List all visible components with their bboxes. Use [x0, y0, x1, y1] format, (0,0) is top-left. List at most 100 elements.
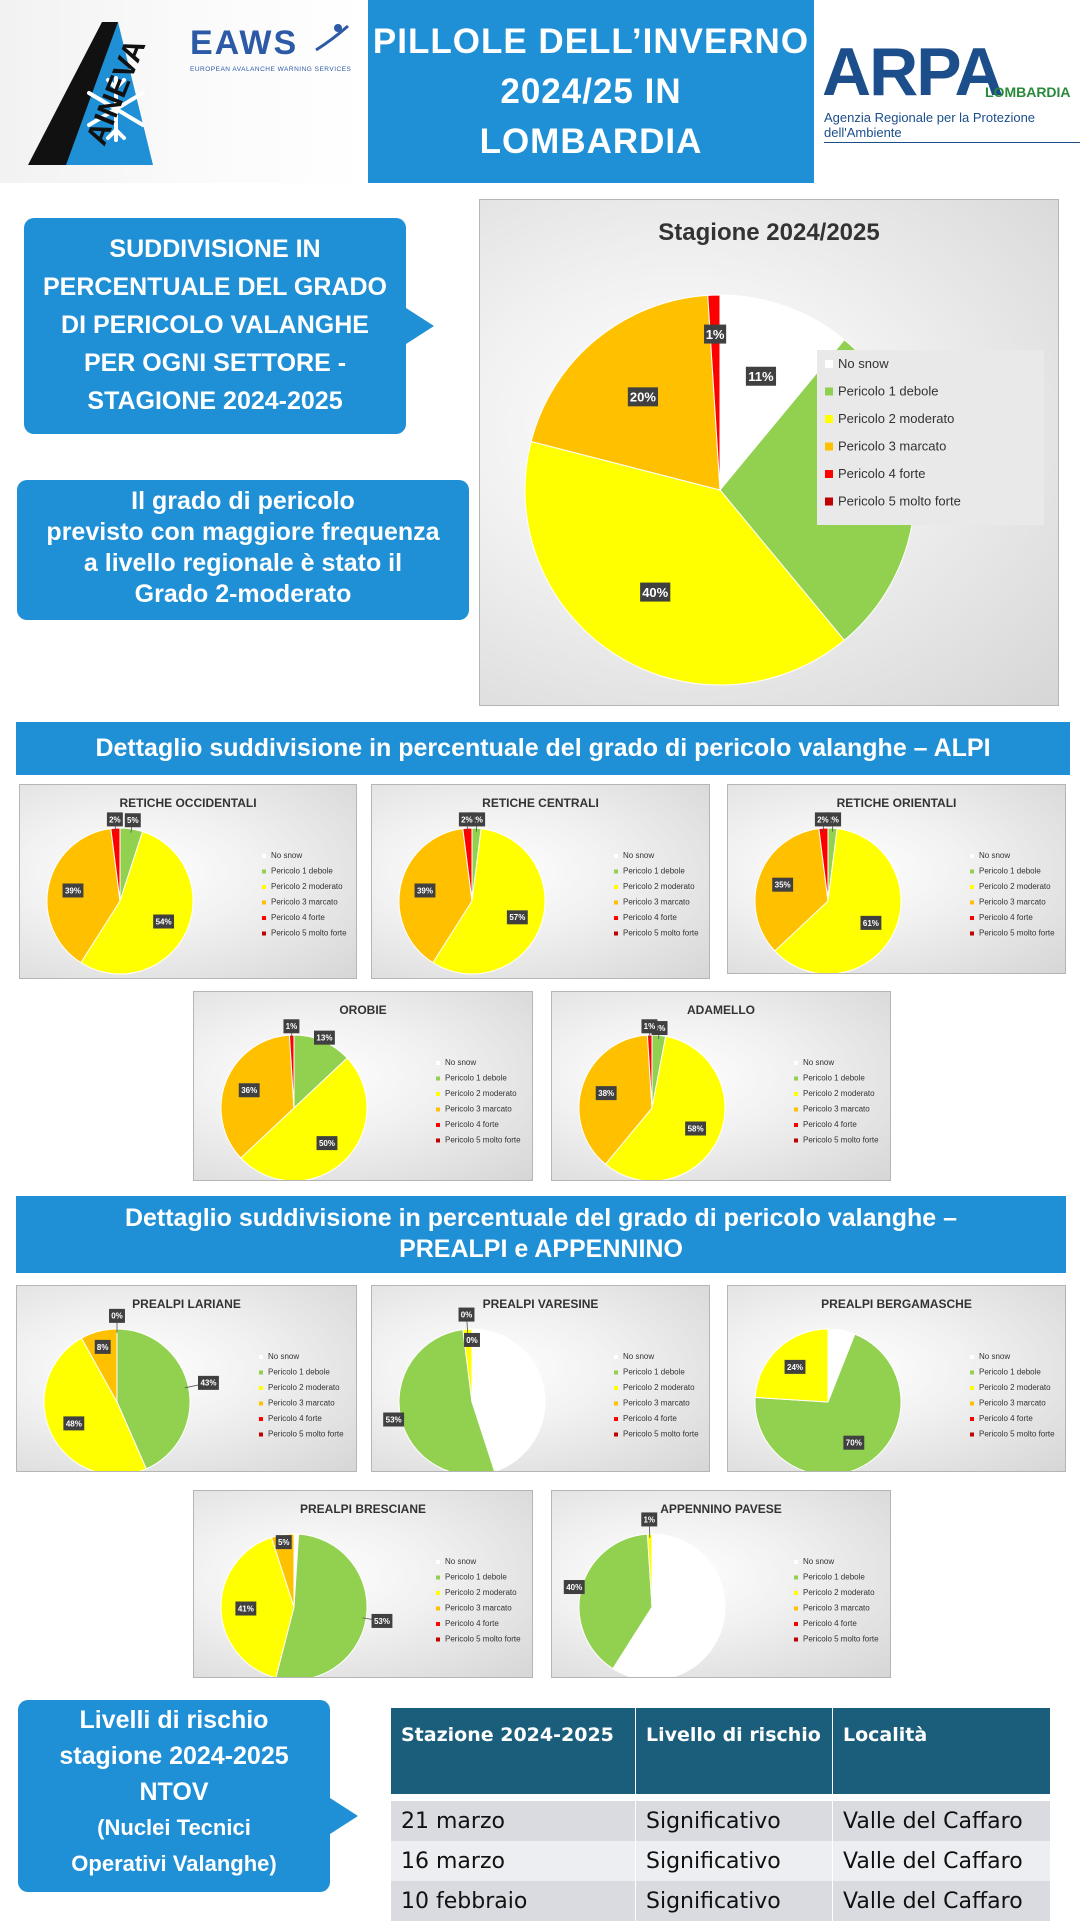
legend-swatch: [825, 443, 833, 451]
legend-swatch: [436, 1591, 440, 1595]
callout-line: PERCENTUALE DEL GRADO: [24, 268, 406, 306]
data-label: 70%: [846, 1439, 862, 1448]
data-label: 38%: [598, 1089, 614, 1098]
legend-item: Pericolo 2 moderato: [268, 1383, 340, 1392]
data-label: 2%: [109, 815, 121, 824]
legend-swatch: [825, 470, 833, 478]
legend-item: Pericolo 1 debole: [979, 1368, 1041, 1377]
legend-swatch: [436, 1139, 440, 1143]
eaws-logo: EAWS: [190, 24, 298, 63]
data-label: 39%: [65, 886, 81, 895]
frequency-callout: Il grado di pericolo previsto con maggio…: [17, 480, 469, 620]
data-label: 1%: [706, 327, 725, 342]
column-header: Stazione 2024-2025: [391, 1708, 636, 1794]
legend-item: Pericolo 1 debole: [445, 1074, 507, 1083]
data-label: 53%: [386, 1415, 402, 1424]
legend-swatch: [970, 1417, 974, 1421]
legend-swatch: [970, 1355, 974, 1359]
legend-swatch: [970, 932, 974, 936]
legend-item: Pericolo 1 debole: [803, 1573, 865, 1582]
legend-swatch: [825, 388, 833, 396]
legend-item: Pericolo 3 marcato: [979, 898, 1046, 907]
legend-swatch: [794, 1139, 798, 1143]
legend-item: Pericolo 3 marcato: [445, 1604, 512, 1613]
table-row: 16 marzo Significativo Valle del Caffaro: [391, 1841, 1051, 1881]
legend-item: Pericolo 5 molto forte: [445, 1136, 521, 1145]
table-cell: Valle del Caffaro: [833, 1881, 1051, 1921]
column-header: Località: [833, 1708, 1051, 1794]
legend-item: No snow: [271, 851, 302, 860]
callout-line: PER OGNI SETTORE -: [24, 344, 406, 382]
legend-swatch: [614, 901, 618, 905]
legend-swatch: [970, 1402, 974, 1406]
legend-swatch: [794, 1560, 798, 1564]
data-label: 40%: [566, 1583, 582, 1592]
legend-swatch: [794, 1123, 798, 1127]
data-label: 11%: [748, 369, 774, 384]
legend-swatch: [259, 1371, 263, 1375]
legend-swatch: [970, 854, 974, 858]
risk-callout: Livelli di rischio stagione 2024-2025 NT…: [18, 1700, 330, 1892]
legend-item: Pericolo 2 moderato: [803, 1588, 875, 1597]
legend-swatch: [825, 415, 833, 423]
title-line-2: 2024/25 IN: [368, 67, 814, 117]
legend-item: Pericolo 3 marcato: [268, 1399, 335, 1408]
table-cell: 21 marzo: [391, 1801, 636, 1841]
legend-item: Pericolo 1 debole: [445, 1573, 507, 1582]
division-callout: SUDDIVISIONE IN PERCENTUALE DEL GRADO DI…: [24, 218, 406, 434]
legend-swatch: [614, 1355, 618, 1359]
legend-item: Pericolo 5 molto forte: [271, 929, 347, 938]
legend-item: No snow: [979, 1352, 1010, 1361]
callout-line: DI PERICOLO VALANGHE: [24, 306, 406, 344]
legend-item: Pericolo 1 debole: [838, 384, 938, 399]
legend-swatch: [794, 1061, 798, 1065]
callout-line: Il grado di pericolo: [17, 486, 469, 517]
legend-item: Pericolo 4 forte: [445, 1619, 499, 1628]
legend-swatch: [970, 870, 974, 874]
legend-swatch: [614, 854, 618, 858]
legend-item: Pericolo 3 marcato: [838, 439, 946, 454]
callout-arrow: [330, 1798, 358, 1834]
column-header: Livello di rischio: [636, 1708, 833, 1794]
table-cell: Valle del Caffaro: [833, 1841, 1051, 1881]
page-title: PILLOLE DELL’INVERNO 2024/25 IN LOMBARDI…: [368, 0, 814, 183]
data-label: 40%: [642, 585, 668, 600]
legend-item: Pericolo 2 moderato: [838, 411, 954, 426]
legend-swatch: [436, 1560, 440, 1564]
chart-title: Stagione 2024/2025: [658, 219, 879, 246]
legend-swatch: [436, 1061, 440, 1065]
data-label: 61%: [863, 919, 879, 928]
data-label: 20%: [630, 390, 656, 405]
legend-item: Pericolo 1 debole: [271, 867, 333, 876]
legend-swatch: [794, 1591, 798, 1595]
legend-swatch: [614, 1402, 618, 1406]
legend-swatch: [825, 360, 833, 368]
legend-item: No snow: [838, 356, 889, 371]
legend-swatch: [614, 1417, 618, 1421]
legend-item: Pericolo 5 molto forte: [803, 1136, 879, 1145]
legend-item: No snow: [803, 1058, 834, 1067]
data-label: 5%: [278, 1538, 290, 1547]
legend-item: Pericolo 2 moderato: [623, 1383, 695, 1392]
table-cell: Significativo: [636, 1801, 833, 1841]
aineva-logo: AINEVA: [18, 0, 208, 180]
legend-item: Pericolo 2 moderato: [445, 1089, 517, 1098]
banner-line: Dettaglio suddivisione in percentuale de…: [16, 1203, 1066, 1234]
title-line-3: LOMBARDIA: [368, 117, 814, 167]
legend-item: Pericolo 4 forte: [445, 1120, 499, 1129]
data-label: 35%: [775, 881, 791, 890]
data-label: 41%: [238, 1604, 254, 1613]
data-label: 58%: [688, 1124, 704, 1133]
legend-item: Pericolo 3 marcato: [803, 1105, 870, 1114]
data-label: 2%: [817, 815, 829, 824]
